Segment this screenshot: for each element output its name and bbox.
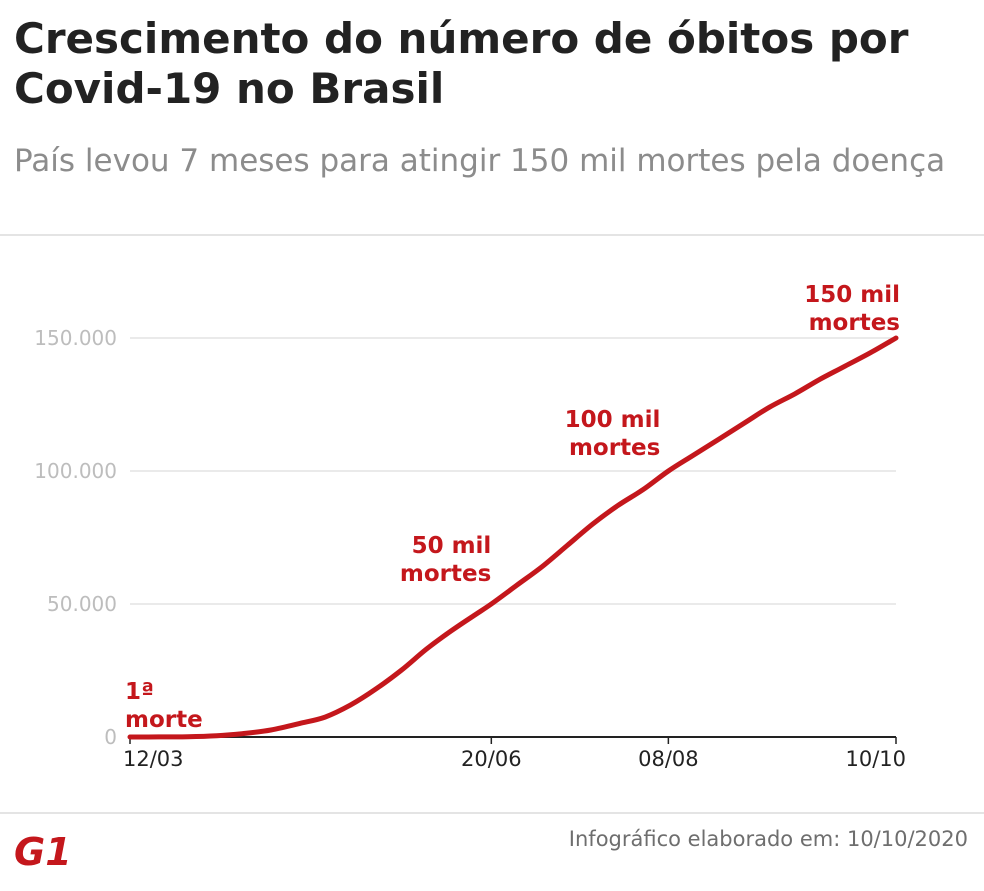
g1-logo: G1 xyxy=(14,830,72,870)
top-divider xyxy=(0,234,984,236)
x-tick-label: 10/10 xyxy=(845,747,906,771)
annotation-label: 100 mil xyxy=(565,407,661,433)
annotation-label: mortes xyxy=(569,435,660,461)
annotation-label: 150 mil xyxy=(804,282,900,308)
credit-text: Infográfico elaborado em: 10/10/2020 xyxy=(568,827,968,851)
annotation-label: mortes xyxy=(809,310,900,336)
y-tick-label: 50.000 xyxy=(47,592,117,616)
chart-title: Crescimento do número de óbitos por Covi… xyxy=(14,14,909,113)
annotation-label: 50 mil xyxy=(412,533,492,559)
x-tick-label: 12/03 xyxy=(123,747,184,771)
annotation-label: morte xyxy=(125,707,203,733)
y-tick-label: 150.000 xyxy=(34,326,117,350)
annotation-label: 1ª xyxy=(125,679,154,705)
chart-subtitle: País levou 7 meses para atingir 150 mil … xyxy=(14,143,946,179)
line-chart: 0 50.000 100.000 150.000 12/03 20/06 08/08 10/1… xyxy=(34,282,906,771)
y-tick-label: 100.000 xyxy=(34,459,117,483)
g1-logo-text: G1 xyxy=(14,830,72,870)
y-tick-label: 0 xyxy=(104,725,117,749)
bottom-divider xyxy=(0,812,984,814)
x-tick-label: 08/08 xyxy=(638,747,699,771)
x-tick-label: 20/06 xyxy=(461,747,522,771)
deaths-series-line xyxy=(127,335,899,740)
annotation-label: mortes xyxy=(400,561,491,587)
